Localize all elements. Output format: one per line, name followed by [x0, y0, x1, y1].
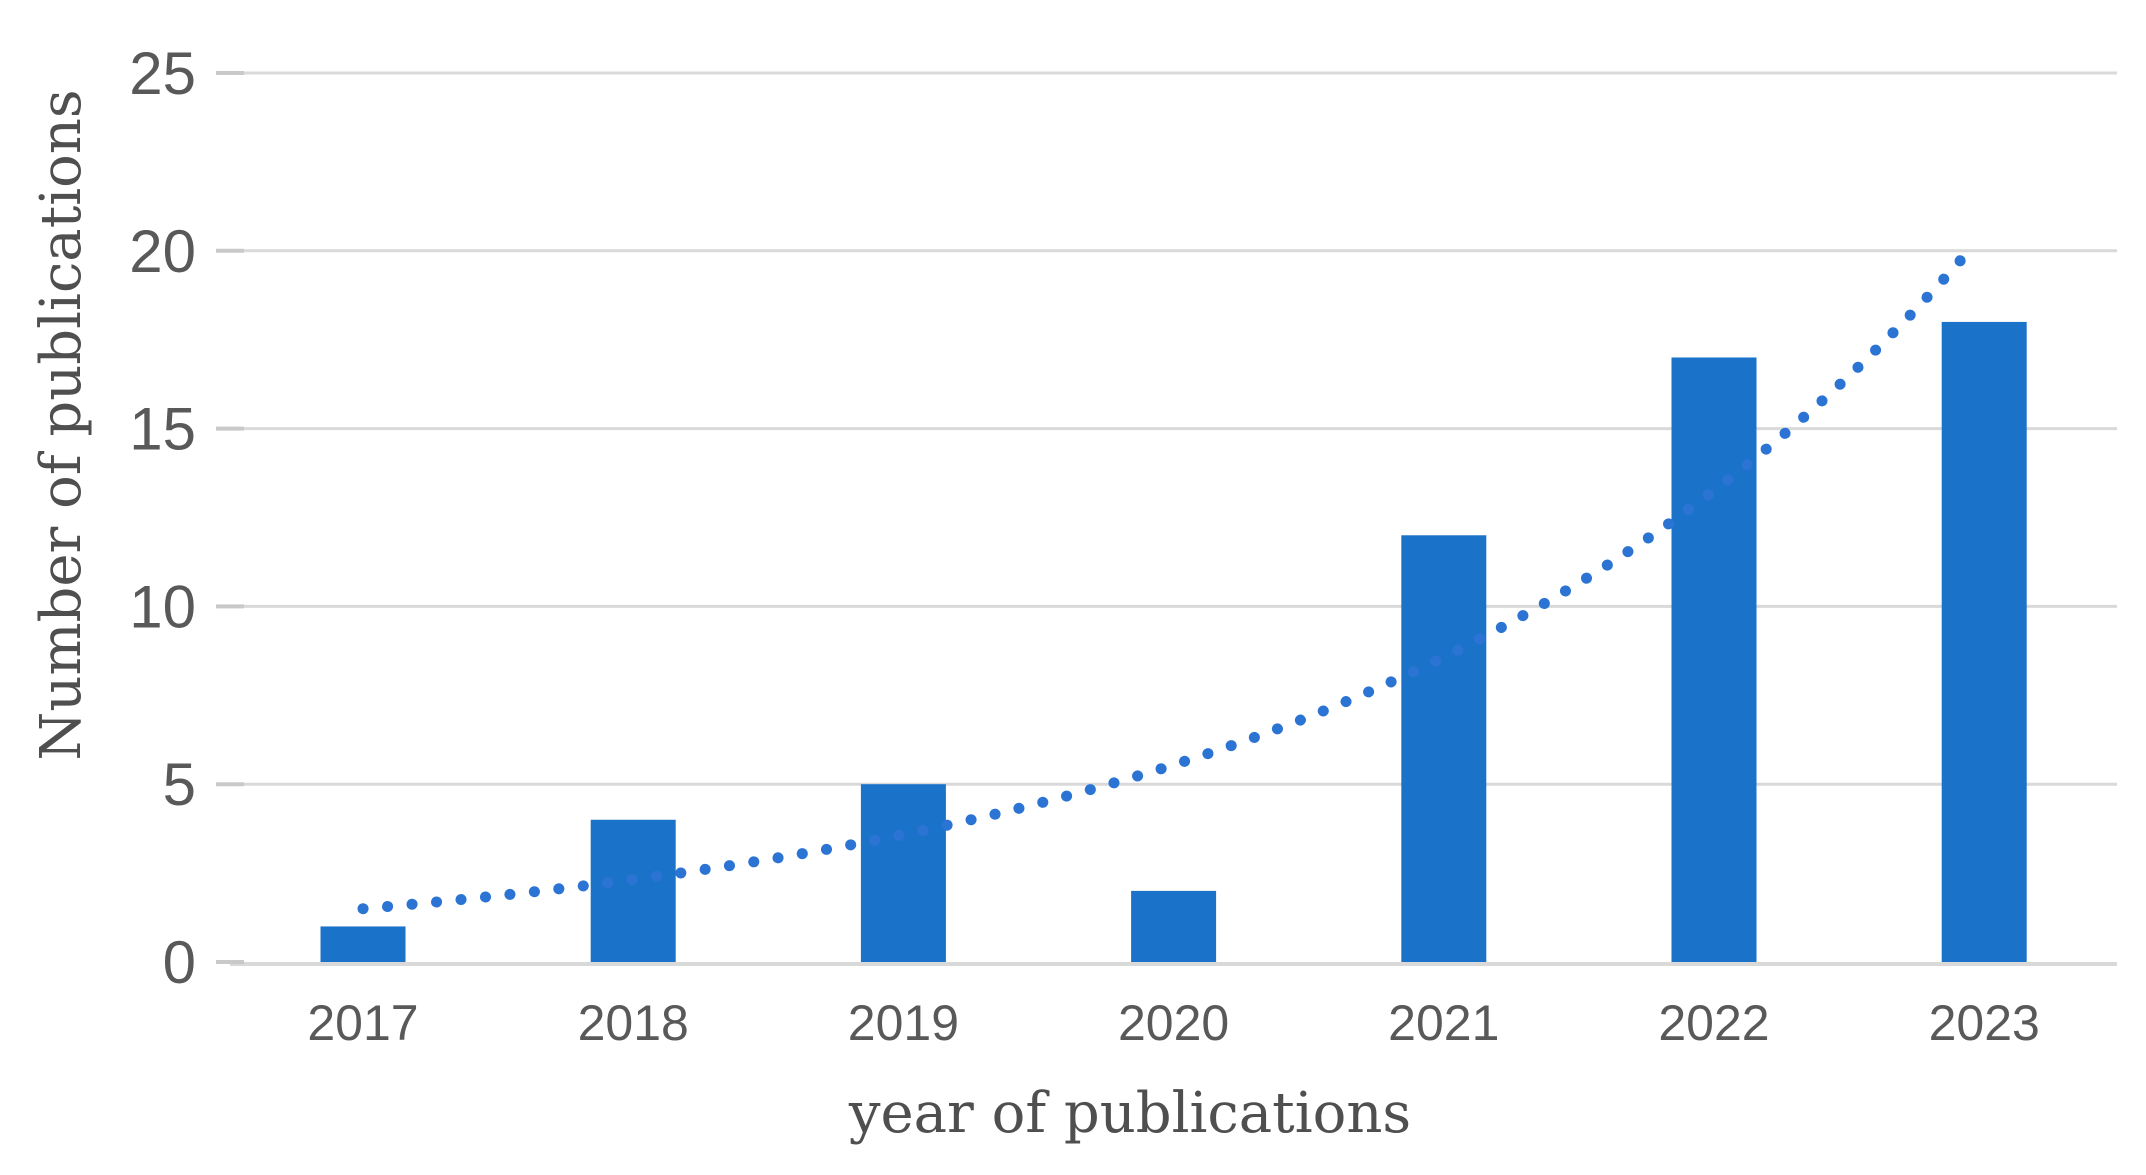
- x-tick-label-2018: 2018: [578, 995, 689, 1051]
- x-tick-label-2021: 2021: [1388, 995, 1499, 1051]
- y-tick-label-10: 10: [129, 573, 196, 640]
- y-tick-label-25: 25: [129, 40, 196, 107]
- x-tick-label-2017: 2017: [307, 995, 418, 1051]
- y-tick-label-15: 15: [129, 396, 196, 463]
- bar-2019: [860, 784, 946, 962]
- y-axis-tick-marks: [216, 71, 244, 964]
- bar-2018: [590, 819, 676, 962]
- bar-2017: [320, 926, 406, 962]
- gridlines: [230, 71, 2117, 966]
- x-tick-label-2020: 2020: [1118, 995, 1229, 1051]
- y-axis-title: Number of publications: [29, 89, 94, 760]
- bar-2020: [1131, 890, 1217, 962]
- y-tick-label-5: 5: [163, 751, 196, 818]
- y-axis-tick-labels: 0 5 10 15 20 25: [129, 40, 196, 996]
- exponential-trendline: [357, 243, 1977, 915]
- x-axis-tick-labels: 2017 2018 2019 2020 2021 2022 2023: [307, 995, 2039, 1051]
- x-axis-title: year of publications: [848, 1081, 1411, 1146]
- x-tick-label-2022: 2022: [1658, 995, 1769, 1051]
- x-tick-label-2019: 2019: [848, 995, 959, 1051]
- bar-2023: [1941, 321, 2027, 962]
- bar-2021: [1401, 535, 1487, 962]
- bar-series: [320, 321, 2027, 963]
- y-tick-label-20: 20: [129, 218, 196, 285]
- x-tick-label-2023: 2023: [1929, 995, 2040, 1051]
- y-tick-label-0: 0: [163, 929, 196, 996]
- bar-2022: [1671, 357, 1757, 963]
